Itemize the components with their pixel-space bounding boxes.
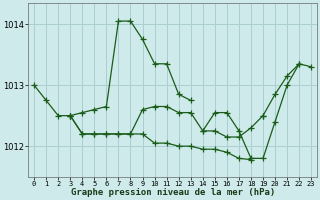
X-axis label: Graphe pression niveau de la mer (hPa): Graphe pression niveau de la mer (hPa): [70, 188, 275, 197]
